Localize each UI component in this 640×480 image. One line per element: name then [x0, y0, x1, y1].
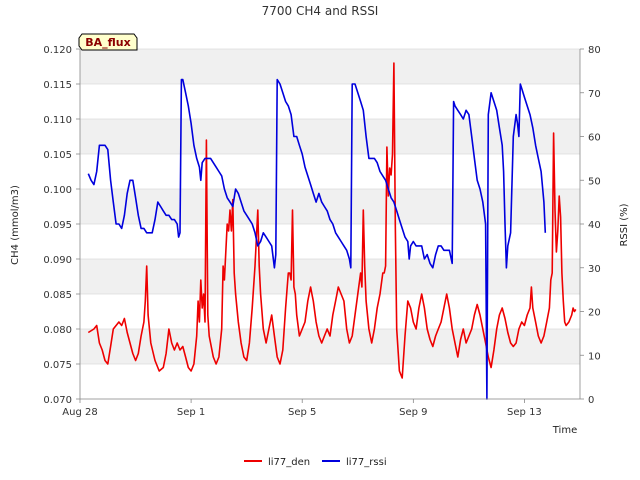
background-band [80, 119, 580, 154]
x-tick-label: Sep 13 [507, 407, 542, 418]
legend-label-li77-den: li77_den [268, 457, 310, 468]
grid-lines [80, 48, 580, 400]
y-tick-label-left: 0.080 [43, 325, 72, 336]
y-tick-label-right: 0 [588, 395, 594, 406]
y-tick-label-right: 50 [588, 176, 601, 187]
x-tick-label: Aug 28 [62, 407, 97, 418]
y-tick-label-left: 0.100 [43, 185, 72, 196]
legend: li77_den li77_rssi [244, 457, 387, 468]
y-tick-label-left: 0.120 [43, 45, 72, 56]
series-line-li77-den [87, 62, 577, 379]
y-tick-label-right: 70 [588, 89, 601, 100]
background-band [80, 49, 580, 84]
y-tick-label-left: 0.105 [43, 150, 72, 161]
axes [76, 48, 584, 403]
y-axis-right-label: RSSI (%) [619, 203, 630, 246]
series-line-li77-rssi [87, 78, 547, 400]
y-tick-label-right: 80 [588, 45, 601, 56]
x-axis-label: Time [552, 425, 577, 436]
y-tick-label-left: 0.115 [43, 80, 72, 91]
x-tick-label: Sep 9 [399, 407, 427, 418]
x-tick-label: Sep 1 [177, 407, 205, 418]
y-tick-label-right: 30 [588, 264, 601, 275]
tick-labels: 0.070 0.075 0.080 0.085 0.090 0.095 0.100 0.105… [43, 45, 600, 418]
series-group [87, 62, 577, 400]
y-tick-label-left: 0.095 [43, 220, 72, 231]
site-label-box: BA_flux [78, 33, 138, 51]
background-band [80, 259, 580, 294]
y-tick-label-left: 0.070 [43, 395, 72, 406]
y-tick-label-right: 40 [588, 220, 601, 231]
y-tick-label-right: 20 [588, 308, 601, 319]
y-tick-label-left: 0.085 [43, 290, 72, 301]
y-tick-label-right: 60 [588, 133, 601, 144]
y-tick-label-right: 10 [588, 351, 601, 362]
y-tick-label-left: 0.090 [43, 255, 72, 266]
site-label: BA_flux [85, 36, 130, 49]
chart-title: 7700 CH4 and RSSI [262, 4, 379, 18]
y-tick-label-left: 0.075 [43, 360, 72, 371]
background-bands [80, 49, 580, 364]
x-tick-label: Sep 5 [288, 407, 316, 418]
y-tick-label-left: 0.110 [43, 115, 72, 126]
legend-label-li77-rssi: li77_rssi [346, 457, 387, 468]
y-axis-left-label: CH4 (mmol/m3) [10, 185, 21, 265]
